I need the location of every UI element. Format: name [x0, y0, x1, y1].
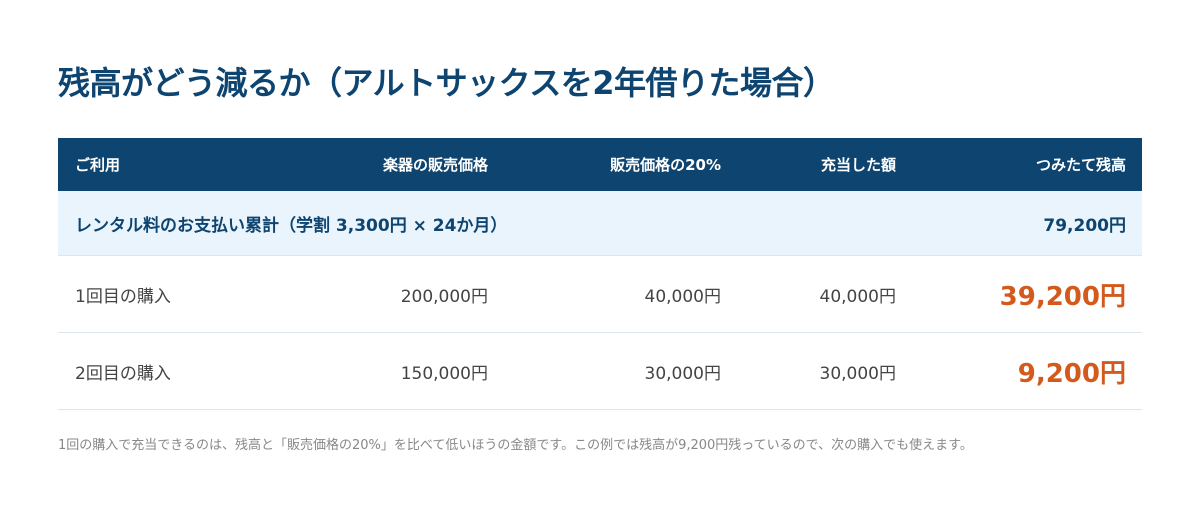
header-balance: つみたて残高	[1035, 156, 1126, 174]
footnote: 1回の購入で充当できるのは、残高と「販売価格の20%」を比べて低いほうの金額です…	[58, 438, 973, 453]
table-row: 1回目の購入 200,000円 40,000円 40,000円 39,200円	[58, 256, 1142, 333]
header-usage: ご利用	[75, 156, 121, 174]
header-applied: 充当した額	[820, 156, 896, 174]
row-applied: 40,000円	[819, 286, 896, 307]
row-balance: 39,200円	[999, 281, 1126, 312]
balance-table: ご利用 楽器の販売価格 販売価格の20% 充当した額 つみたて残高 レンタル料の…	[58, 138, 1142, 410]
header-price: 楽器の販売価格	[382, 156, 488, 174]
summary-row: レンタル料のお支払い累計（学割 3,300円 × 24か月） 79,200円	[58, 191, 1142, 256]
header-twenty-percent: 販売価格の20%	[610, 156, 721, 174]
table-header-row: ご利用 楽器の販売価格 販売価格の20% 充当した額 つみたて残高	[58, 138, 1142, 191]
row-balance: 9,200円	[1017, 358, 1126, 389]
summary-label: レンタル料のお支払い累計（学割 3,300円 × 24か月）	[75, 215, 508, 236]
row-usage: 1回目の購入	[75, 286, 171, 307]
row-usage: 2回目の購入	[75, 363, 171, 384]
row-applied: 30,000円	[819, 363, 896, 384]
row-price: 200,000円	[400, 286, 488, 307]
summary-balance: 79,200円	[1043, 215, 1126, 236]
table-row: 2回目の購入 150,000円 30,000円 30,000円 9,200円	[58, 333, 1142, 410]
page-title: 残高がどう減るか（アルトサックスを2年借りた場合）	[58, 64, 835, 102]
row-twenty-percent: 30,000円	[644, 363, 721, 384]
row-twenty-percent: 40,000円	[644, 286, 721, 307]
row-price: 150,000円	[400, 363, 488, 384]
